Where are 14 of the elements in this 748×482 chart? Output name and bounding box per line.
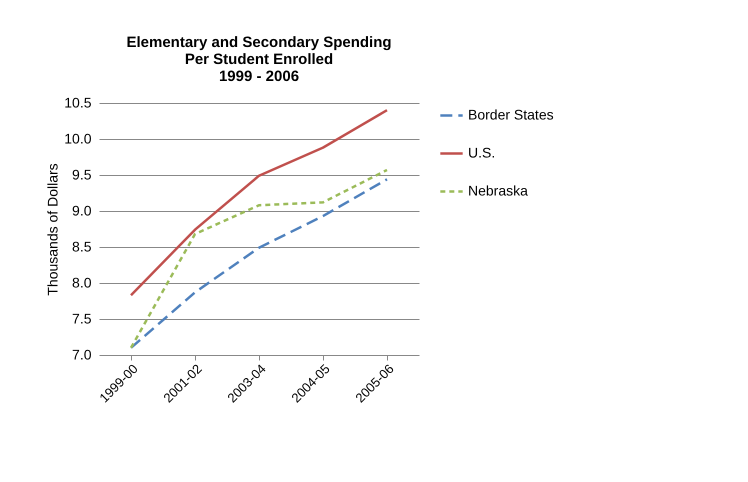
y-tick-label: 7.5 (72, 310, 92, 326)
line-series (130, 108, 388, 296)
legend-label: Nebraska (468, 182, 528, 198)
legend-label: U.S. (468, 144, 496, 160)
y-tick-label: 10.0 (64, 130, 92, 146)
y-tick-label: 8.0 (72, 274, 92, 290)
y-tick-label: 9.5 (72, 166, 92, 182)
legend-label: Border States (468, 106, 554, 122)
chart-title: Elementary and Secondary Spending Per Student Enrolled 1999 - 2006 (126, 34, 392, 85)
y-tick-label: 8.5 (72, 238, 92, 254)
y-tick-label: 10.5 (64, 94, 92, 110)
y-tick-label: 9.0 (72, 202, 92, 218)
y-axis-title: Thousands of Dollars (44, 163, 60, 296)
y-tick-label: 7.0 (72, 346, 92, 362)
